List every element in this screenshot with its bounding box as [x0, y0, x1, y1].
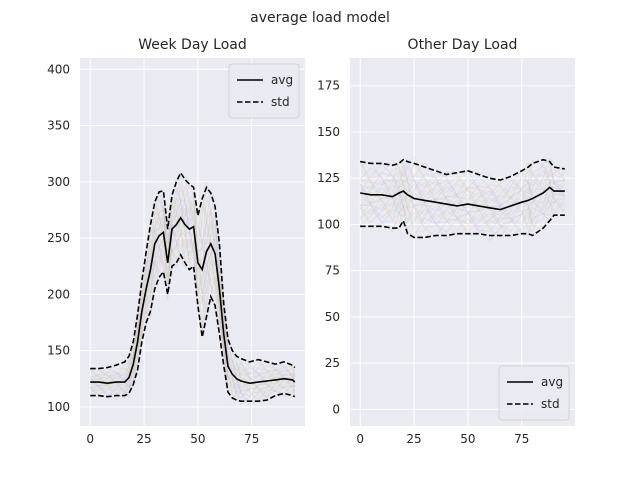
profile-line	[89, 184, 296, 380]
y-tick-label: 50	[325, 310, 340, 324]
profile-line	[360, 159, 566, 196]
profile-line	[359, 169, 566, 208]
x-tick-label: 25	[136, 432, 151, 446]
other-day-load-panel: 0 25 50 75 0 25 50 75 100 125 150 175 Other Day Load…	[317, 37, 575, 446]
other-day-load-series-avg-line	[360, 186, 565, 211]
profile-line	[359, 193, 566, 231]
y-tick-label: 150	[317, 125, 340, 139]
profile-line	[89, 229, 296, 400]
y-tick-label: 350	[47, 119, 70, 133]
x-tick-label: 50	[460, 432, 475, 446]
profile-line	[359, 193, 566, 233]
week-day-load-panel: 0 25 50 75 100 150 200 250 300 350 400 Week Day Loa…	[47, 37, 305, 446]
x-tick-label: 75	[244, 432, 259, 446]
y-tick-label: 150	[47, 344, 70, 358]
profile-line	[359, 163, 566, 198]
profile-line	[89, 238, 296, 405]
week-day-load-title: Week Day Load	[138, 37, 247, 53]
profile-line	[89, 198, 296, 384]
other-day-load-series-std-line	[360, 158, 565, 181]
figure-title: average load model	[250, 10, 390, 26]
profile-line	[90, 176, 296, 378]
profile-line	[359, 186, 566, 226]
other-day-load-plot-area	[350, 58, 575, 426]
profile-line	[89, 218, 296, 394]
legend-box	[498, 365, 570, 421]
y-tick-label: 175	[317, 79, 340, 93]
y-tick-label: 300	[47, 175, 70, 189]
y-tick-label: 25	[325, 356, 340, 370]
week-day-load-individual-profiles	[89, 175, 296, 406]
profile-line	[360, 180, 565, 223]
profile-line	[359, 201, 566, 242]
profile-line	[89, 187, 296, 381]
y-tick-label: 400	[47, 62, 70, 76]
other-day-load-series-std-lower-line	[360, 214, 565, 239]
profile-line	[359, 192, 565, 228]
legend-label-std: std	[541, 397, 560, 411]
x-tick-label: 50	[190, 432, 205, 446]
other-day-load-title: Other Day Load	[408, 37, 518, 53]
y-tick-label: 100	[317, 217, 340, 231]
profile-line	[90, 213, 296, 391]
week-day-load-series-std-line	[90, 171, 296, 370]
profile-line	[90, 185, 296, 381]
profile-line	[359, 168, 566, 206]
legend-label-std: std	[271, 95, 290, 109]
profile-line	[89, 232, 296, 403]
other-day-load-legend: avg std	[498, 365, 570, 421]
profile-line	[90, 230, 296, 397]
profile-line	[359, 186, 566, 222]
profile-line	[90, 237, 296, 403]
y-tick-label: 0	[332, 402, 340, 416]
week-day-load-series-avg-line	[90, 216, 296, 385]
profile-line	[360, 197, 566, 233]
x-tick-label: 25	[406, 432, 421, 446]
x-tick-label: 75	[514, 432, 529, 446]
profile-line	[359, 157, 565, 202]
profile-line	[360, 162, 566, 206]
legend-label-avg: avg	[541, 375, 563, 389]
profile-line	[359, 156, 566, 194]
profile-line	[359, 183, 566, 219]
profile-line	[359, 184, 566, 226]
profile-line	[359, 200, 566, 239]
y-tick-label: 250	[47, 231, 70, 245]
y-tick-label: 100	[47, 400, 70, 414]
profile-line	[89, 200, 296, 384]
x-tick-label: 0	[356, 432, 364, 446]
profile-line	[359, 163, 566, 204]
x-tick-label: 0	[86, 432, 94, 446]
legend-label-avg: avg	[271, 73, 293, 87]
week-day-load-legend: avg std	[228, 63, 300, 119]
y-tick-label: 75	[325, 264, 340, 278]
other-day-load-individual-profiles	[359, 156, 566, 242]
y-tick-label: 200	[47, 287, 70, 301]
profile-line	[89, 233, 296, 399]
y-tick-label: 125	[317, 171, 340, 185]
profile-line	[360, 175, 565, 210]
week-day-load-series-std-lower-line	[90, 253, 296, 402]
profile-line	[359, 200, 566, 239]
legend-box	[228, 63, 300, 119]
